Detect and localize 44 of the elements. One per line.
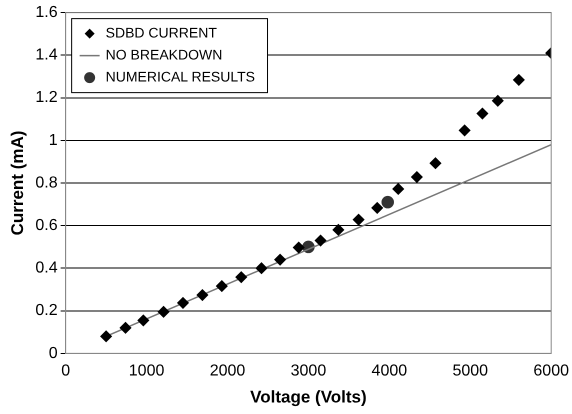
y-tick-label: 1.4 (35, 46, 58, 64)
x-tick-label: 2000 (210, 362, 246, 380)
point (352, 214, 364, 226)
point (392, 183, 404, 195)
point (332, 224, 344, 236)
y-tick-label: 0.2 (35, 302, 58, 320)
y-tick-label: 1.6 (35, 4, 58, 22)
x-tick-label: 0 (61, 362, 70, 380)
point (236, 271, 248, 283)
y-tick-label: 1 (48, 132, 58, 149)
point (216, 280, 228, 292)
x-tick-label: 1000 (128, 362, 164, 380)
point (314, 234, 326, 246)
x-axis-title: Voltage (Volts) (250, 387, 367, 406)
point (158, 306, 170, 318)
point (120, 322, 132, 334)
y-axis-title: Current (mA) (8, 130, 27, 236)
point (411, 171, 423, 183)
x-tick-label: 5000 (452, 362, 488, 380)
x-tick-label: 4000 (372, 362, 408, 380)
point (430, 157, 442, 169)
y-tick-label: 0.6 (35, 217, 58, 234)
x-tick-label: 3000 (290, 362, 326, 380)
point (138, 314, 150, 326)
point (196, 289, 208, 301)
point (100, 330, 112, 342)
point (476, 108, 488, 120)
point (513, 74, 525, 86)
y-tick-label: 0.8 (35, 174, 58, 192)
x-tick-label: 6000 (533, 362, 570, 380)
point (292, 242, 304, 254)
y-tick-label: 1.2 (35, 89, 58, 106)
y-tick-label: 0 (48, 344, 58, 362)
legend-label: NO BREAKDOWN (106, 46, 222, 62)
point (371, 202, 383, 214)
y-tick-label: 0.4 (35, 260, 58, 277)
point (492, 95, 504, 107)
point (256, 262, 268, 274)
point (177, 297, 189, 309)
point (274, 254, 286, 266)
legend-label: NUMERICAL RESULTS (106, 68, 255, 84)
point (458, 124, 470, 136)
legend-label: SDBD CURRENT (106, 24, 218, 40)
point (381, 196, 394, 208)
